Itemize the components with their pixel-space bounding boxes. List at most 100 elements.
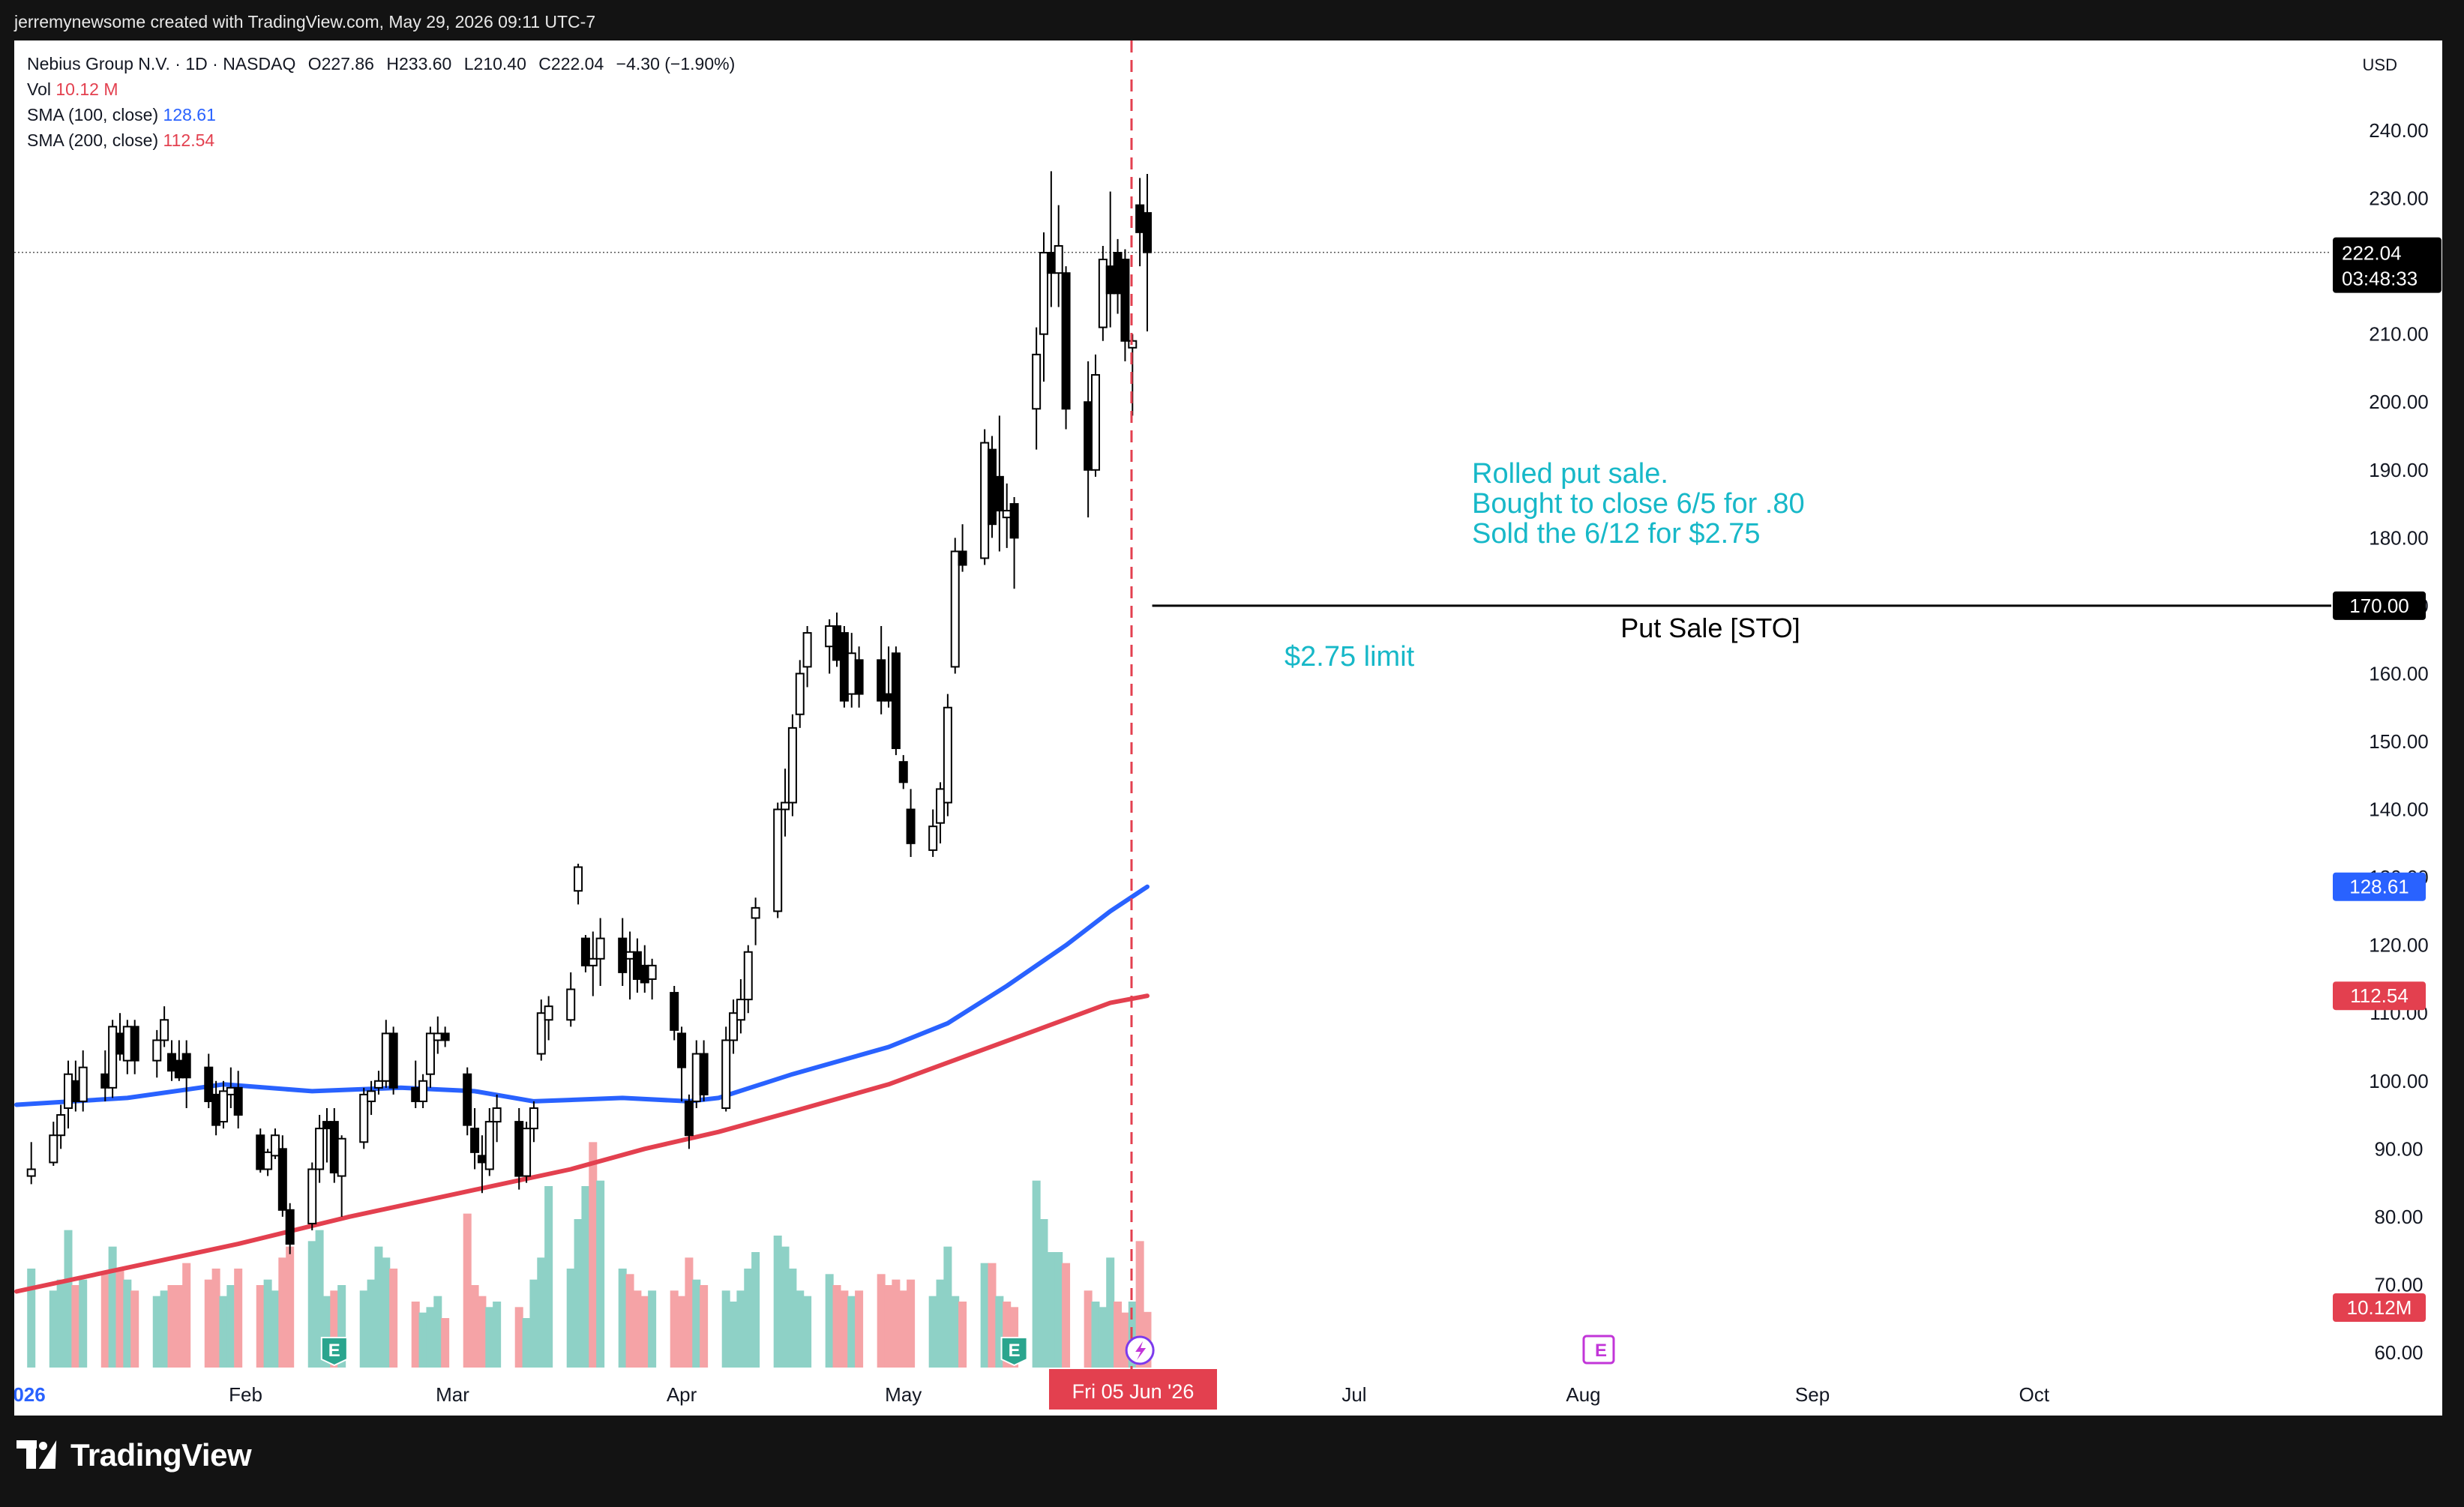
earnings-icon [320, 1337, 348, 1367]
candle-up [950, 550, 960, 668]
y-tick-label: 120.00 [2369, 934, 2429, 957]
earnings-icon-letter: E [1009, 1341, 1021, 1361]
volume-bar [670, 1290, 679, 1368]
volume-bar [64, 1230, 73, 1368]
candle-down [211, 1093, 221, 1126]
volume-bar [677, 1296, 686, 1368]
candle-up [1054, 244, 1063, 274]
candle-up [1039, 252, 1049, 335]
volume-bar [263, 1279, 272, 1368]
axis-label-volume-text: 10.12M [2347, 1296, 2412, 1319]
earnings-icon [1000, 1337, 1028, 1367]
candle-up [49, 1134, 58, 1164]
candle-down [1120, 259, 1130, 342]
legend-ohlc-row: Nebius Group N.V. · 1D · NASDAQ O227.86 … [27, 51, 735, 76]
volume-bar [877, 1274, 886, 1368]
candle-down [1061, 272, 1071, 410]
currency-button[interactable]: USD [2362, 55, 2397, 74]
candle-down [988, 448, 997, 526]
legend-vol-value: 10.12 M [55, 79, 118, 99]
axis-label-last-price-box [2333, 237, 2442, 293]
future-earnings-icon [1582, 1335, 1615, 1365]
volume-bar [411, 1302, 420, 1368]
volume-bar [1120, 1312, 1129, 1368]
axis-label-countdown-text: 03:48:33 [2342, 268, 2418, 290]
candle-up [529, 1107, 538, 1130]
legend-sma200-value: 112.54 [163, 130, 215, 150]
candle-down [618, 937, 628, 973]
candle-down [411, 1086, 421, 1102]
axis-label-sma100-text: 128.61 [2349, 876, 2409, 898]
candle-down [322, 1121, 331, 1130]
volume-bar [855, 1290, 864, 1368]
volume-bar [108, 1246, 117, 1368]
volume-bar [537, 1257, 546, 1368]
volume-bar [315, 1230, 324, 1368]
volume-bar [581, 1186, 590, 1368]
tradingview-logo[interactable]: TradingView [16, 1437, 252, 1474]
candle-up [1091, 374, 1101, 471]
volume-bar [71, 1285, 80, 1368]
chart-panel[interactable]: Put Sale [STO] Rolled put sale. Bought to … [14, 40, 2442, 1416]
candle-down [580, 937, 590, 966]
candle-up [825, 625, 835, 648]
candle-down [388, 1032, 398, 1089]
legend-h-label: H [386, 54, 399, 73]
price-chart-svg[interactable]: Put Sale [STO] Rolled put sale.Bought to … [14, 40, 2442, 1416]
put-sale-label: Put Sale [STO] [1620, 613, 1800, 643]
volume-bar [529, 1279, 538, 1368]
volume-bar [840, 1290, 849, 1368]
legend-symbol[interactable]: Nebius Group N.V. · 1D · NASDAQ [27, 54, 296, 73]
legend-sma100-row[interactable]: SMA (100, close) 128.61 [27, 102, 735, 127]
volume-bar [493, 1302, 502, 1368]
volume-bar [892, 1279, 901, 1368]
volume-bar [721, 1290, 730, 1368]
candle-up [943, 706, 952, 804]
candle-down [514, 1121, 524, 1177]
volume-bar [256, 1285, 265, 1368]
candle-down [463, 1073, 472, 1126]
candle-up [263, 1151, 273, 1170]
legend-o-label: O [307, 54, 322, 73]
x-tick-label: Sep [1795, 1383, 1830, 1406]
candle-up [928, 825, 938, 851]
candle-down [699, 1053, 709, 1095]
volume-bar [773, 1236, 782, 1368]
volume-bar [825, 1274, 834, 1368]
volume-bar [729, 1302, 738, 1368]
y-tick-label: 230.00 [2369, 187, 2429, 210]
volume-bar [359, 1290, 368, 1368]
annotation-note-line: Sold the 6/12 for $2.75 [1472, 518, 1761, 550]
y-tick-label: 160.00 [2369, 662, 2429, 685]
candle-up [936, 788, 946, 824]
volume-bar [1047, 1252, 1056, 1368]
legend-sma200-row[interactable]: SMA (200, close) 112.54 [27, 127, 735, 153]
candle-up [425, 1032, 435, 1075]
candle-down [256, 1134, 265, 1170]
candle-up [78, 1066, 88, 1102]
y-tick-label: 190.00 [2369, 459, 2429, 481]
volume-bar [907, 1279, 916, 1368]
date-marker-label-box [1048, 1369, 1217, 1410]
y-tick-label: 210.00 [2369, 323, 2429, 346]
candle-up [787, 727, 797, 804]
volume-bar [152, 1296, 161, 1368]
candle-down [891, 652, 901, 750]
candle-down [994, 475, 1004, 512]
volume-bar [899, 1290, 908, 1368]
volume-bar [625, 1274, 634, 1368]
candle-down [1113, 252, 1123, 295]
candle-up [484, 1121, 494, 1170]
legend-volume-row[interactable]: Vol 10.12 M [27, 76, 735, 102]
volume-bar [204, 1279, 213, 1368]
volume-bar [130, 1290, 139, 1368]
legend-o-value: 227.86 [321, 54, 374, 73]
volume-bar [1062, 1263, 1071, 1368]
volume-bar [470, 1285, 479, 1368]
candle-up [522, 1128, 532, 1177]
volume-bar [951, 1296, 960, 1368]
candle-up [802, 632, 812, 668]
x-tick-label: 026 [14, 1383, 46, 1406]
x-tick-label: Feb [229, 1383, 262, 1406]
x-tick-label: Aug [1566, 1383, 1600, 1406]
